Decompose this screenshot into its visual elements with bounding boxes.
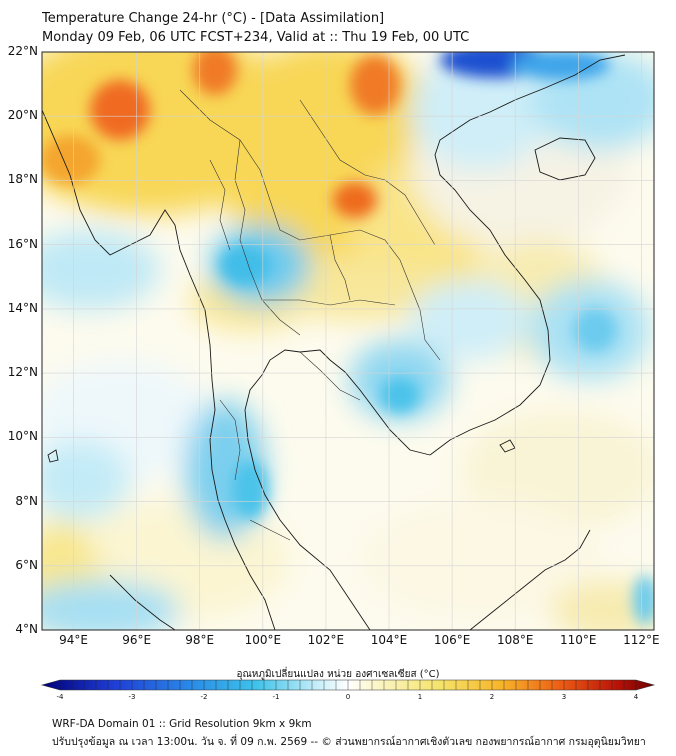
colorbar-tick-label: 4 (633, 693, 639, 701)
colorbar-tick-label: -2 (200, 693, 208, 701)
lat-label: 6°N (15, 557, 38, 572)
lat-label: 22°N (7, 44, 38, 58)
colorbar-tick-label: -4 (56, 693, 64, 701)
lon-label: 108°E (496, 633, 534, 647)
lat-label: 18°N (7, 172, 38, 187)
colorbar-tick-label: 1 (417, 693, 423, 701)
colorbar-tick-label: -1 (272, 693, 280, 701)
lon-label: 110°E (560, 633, 597, 647)
lat-label: 16°N (7, 236, 38, 251)
footer-credit: ปรับปรุงข้อมูล ณ เวลา 13:00น. วัน จ. ที่… (52, 736, 646, 748)
lon-label: 106°E (433, 633, 471, 647)
lon-label: 98°E (185, 633, 215, 647)
colorbar-tick-label: 2 (489, 693, 495, 701)
lon-label: 112°E (623, 633, 660, 647)
lon-label: 100°E (244, 633, 282, 647)
map-frame (41, 51, 655, 631)
lon-label: 96°E (122, 633, 152, 647)
lat-label: 20°N (7, 108, 38, 123)
lat-label: 14°N (7, 300, 38, 315)
colorbar-tick-label: 0 (345, 693, 351, 701)
map-title: Temperature Change 24-hr (°C) - [Data As… (42, 11, 385, 26)
lat-label: 8°N (15, 493, 38, 508)
coastlines (42, 54, 626, 630)
lon-label: 104°E (370, 633, 408, 647)
lon-label: 102°E (307, 633, 345, 647)
lat-label: 4°N (15, 622, 38, 636)
footer-model-info: WRF-DA Domain 01 :: Grid Resolution 9km … (52, 718, 312, 730)
colorbar-tick-label: -3 (128, 693, 136, 701)
admin-borders (179, 89, 441, 541)
lat-label: 12°N (7, 365, 38, 380)
colorbar-title: อุณหภูมิเปลี่ยนแปลง หน่วย องศาเซลเซียส (… (236, 669, 440, 680)
temperature-field (42, 52, 654, 630)
map-subtitle: Monday 09 Feb, 06 UTC FCST+234, Valid at… (42, 30, 470, 45)
colorbar-tick-label: 3 (561, 693, 567, 701)
lat-label: 10°N (7, 429, 38, 444)
colorbar (40, 679, 656, 691)
lon-label: 94°E (59, 633, 88, 647)
